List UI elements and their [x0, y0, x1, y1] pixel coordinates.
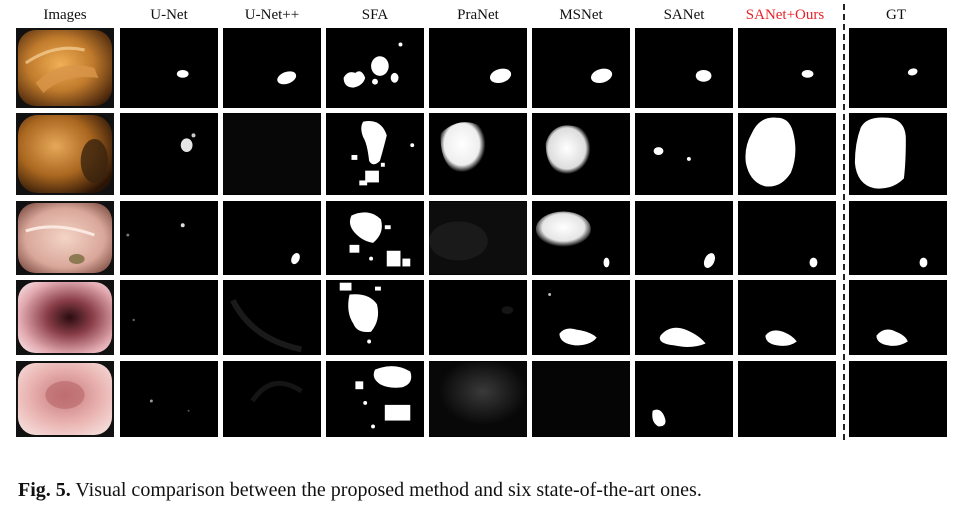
header-sanet: SANet — [663, 7, 705, 23]
mask-r5-unet — [120, 361, 218, 437]
header-images: Images — [43, 7, 87, 23]
mask-r2-msnet — [532, 113, 630, 195]
mask-r5-gt — [849, 361, 947, 437]
mask-r1-msnet — [532, 28, 630, 108]
mask-r1-pranet — [429, 28, 527, 108]
photo-r1 — [16, 28, 114, 108]
mask-r5-unetpp — [223, 361, 321, 437]
mask-r2-gt — [849, 113, 947, 195]
figure-caption: Fig. 5. Visual comparison between the pr… — [18, 478, 948, 502]
mask-r5-sanet — [635, 361, 733, 437]
mask-r3-sanet — [635, 201, 733, 275]
mask-r1-unet — [120, 28, 218, 108]
mask-r2-unet — [120, 113, 218, 195]
mask-r4-pranet — [429, 280, 527, 355]
mask-r4-unet — [120, 280, 218, 355]
mask-r1-sfa — [326, 28, 424, 108]
mask-r1-sanet — [635, 28, 733, 108]
header-unetpp: U-Net++ — [244, 7, 300, 23]
header-gt: GT — [886, 7, 906, 23]
mask-r2-sfa — [326, 113, 424, 195]
mask-r4-unetpp — [223, 280, 321, 355]
mask-r2-pranet — [429, 113, 527, 195]
mask-r4-msnet — [532, 280, 630, 355]
mask-r5-pranet — [429, 361, 527, 437]
mask-r4-gt — [849, 280, 947, 355]
header-unet: U-Net — [150, 7, 188, 23]
mask-r4-ours — [738, 280, 836, 355]
mask-r3-unet — [120, 201, 218, 275]
mask-r2-ours — [738, 113, 836, 195]
photo-r5 — [16, 361, 114, 437]
photo-r3 — [16, 201, 114, 275]
header-sanet-ours: SANet+Ours — [745, 7, 825, 23]
mask-r1-unetpp — [223, 28, 321, 108]
comparison-figure: Images U-Net U-Net++ SFA PraNet MSNet SA… — [16, 4, 947, 440]
mask-r5-sfa — [326, 361, 424, 437]
mask-r3-pranet — [429, 201, 527, 275]
mask-r3-unetpp — [223, 201, 321, 275]
mask-r5-msnet — [532, 361, 630, 437]
mask-r3-ours — [738, 201, 836, 275]
mask-r1-ours — [738, 28, 836, 108]
mask-r1-gt — [849, 28, 947, 108]
mask-r2-unetpp — [223, 113, 321, 195]
mask-r3-sfa — [326, 201, 424, 275]
mask-r3-msnet — [532, 201, 630, 275]
header-msnet: MSNet — [559, 7, 603, 23]
header-sfa: SFA — [361, 7, 389, 23]
mask-r2-sanet — [635, 113, 733, 195]
mask-r3-gt — [849, 201, 947, 275]
dashed-divider — [843, 4, 845, 440]
mask-r4-sfa — [326, 280, 424, 355]
caption-label: Fig. 5. — [18, 479, 71, 501]
mask-r5-ours — [738, 361, 836, 437]
caption-text: Visual comparison between the proposed m… — [70, 479, 702, 501]
header-pranet: PraNet — [457, 7, 499, 23]
mask-r4-sanet — [635, 280, 733, 355]
photo-r2 — [16, 113, 114, 195]
photo-r4 — [16, 280, 114, 355]
